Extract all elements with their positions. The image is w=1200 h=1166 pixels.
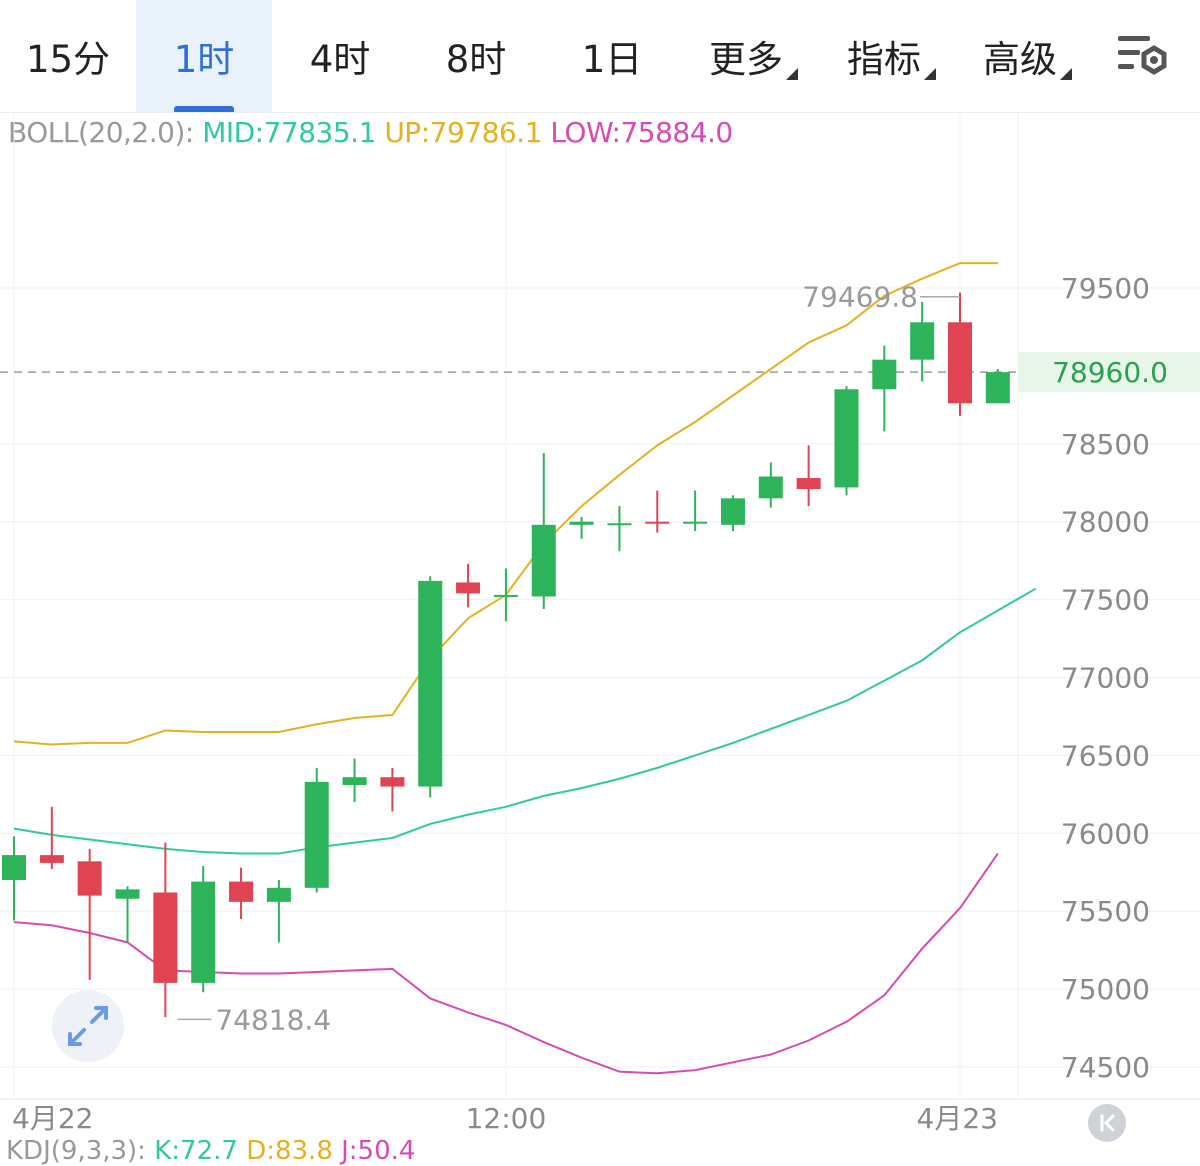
candle-body — [229, 881, 254, 902]
y-tick-label: 76000 — [1061, 817, 1150, 850]
tab-bar-divider — [0, 112, 1200, 113]
tab-4hour[interactable]: 4时 — [272, 0, 408, 112]
candle-body — [304, 781, 329, 888]
current-price-badge — [1018, 352, 1200, 393]
kdj-j-value: J:50.4 — [341, 1136, 416, 1166]
candle-body — [493, 594, 518, 597]
tab-8hour[interactable]: 8时 — [408, 0, 544, 112]
candle-body — [456, 582, 481, 594]
active-tab-indicator — [174, 106, 234, 112]
candle-body — [948, 322, 972, 404]
boll-mid-line — [13, 587, 1037, 855]
candle-body — [985, 372, 1010, 404]
boll-name: BOLL(20,2.0): — [8, 116, 194, 149]
y-tick-label: 78000 — [1061, 506, 1150, 539]
x-tick-label: 12:00 — [466, 1102, 547, 1135]
tab-advanced-dropdown[interactable]: 高级 — [970, 0, 1072, 112]
tab-15min[interactable]: 15分 — [0, 0, 136, 112]
tab-label: 高级 — [983, 38, 1057, 81]
y-tick-label: 78500 — [1061, 428, 1150, 461]
y-tick-label: 79500 — [1061, 272, 1150, 305]
chart-settings-button[interactable] — [1112, 30, 1172, 86]
tab-label: 1时 — [173, 38, 235, 81]
tab-label: 15分 — [25, 38, 111, 81]
y-tick-label: 75500 — [1061, 895, 1150, 928]
candle-body — [758, 476, 783, 499]
kdj-k-value: K:72.7 — [154, 1136, 238, 1166]
tab-label: 4时 — [309, 38, 371, 81]
dropdown-triangle-icon — [786, 68, 798, 80]
y-tick-label: 76500 — [1061, 739, 1150, 772]
y-tick-label: 77000 — [1061, 662, 1150, 695]
candle-body — [191, 881, 216, 983]
chevron-left-bar-icon — [1100, 1114, 1115, 1132]
chart-settings-icon — [1118, 36, 1167, 75]
dropdown-triangle-icon — [1060, 68, 1072, 80]
boll-legend[interactable]: BOLL(20,2.0): MID:77835.1 UP:79786.1 LOW… — [8, 116, 733, 149]
tab-label: 指标 — [847, 38, 921, 81]
candle-body — [645, 521, 670, 524]
candle-body — [380, 777, 405, 787]
low-marker-label: 74818.4 — [215, 1003, 331, 1036]
boll-low-line — [13, 852, 999, 1075]
tab-more-dropdown[interactable]: 更多 — [696, 0, 798, 112]
tab-label: 8时 — [445, 38, 507, 81]
current-price-label: 78960.0 — [1052, 356, 1168, 389]
tab-indicators-dropdown[interactable]: 指标 — [834, 0, 936, 112]
candle-body — [418, 580, 443, 787]
candle-body — [39, 855, 64, 863]
candle-body — [115, 889, 140, 899]
candle-body — [872, 359, 897, 390]
tab-label: 1日 — [581, 38, 643, 81]
candle-body — [531, 524, 556, 597]
dropdown-triangle-icon — [924, 68, 936, 80]
candle-body — [342, 777, 367, 786]
boll-mid-value: MID:77835.1 — [202, 116, 376, 149]
candle-body — [834, 389, 859, 488]
expand-chart-button[interactable] — [52, 990, 124, 1062]
tab-1hour[interactable]: 1时 — [136, 0, 272, 112]
candle-body — [796, 478, 821, 489]
tab-label: 更多 — [709, 38, 783, 81]
candle-body — [153, 892, 178, 983]
candle-body — [683, 521, 708, 524]
y-tick-label: 74500 — [1061, 1051, 1150, 1084]
boll-up-value: UP:79786.1 — [384, 116, 542, 149]
candle-body — [569, 521, 594, 525]
candle-body — [607, 523, 632, 526]
scroll-to-start-button[interactable] — [1088, 1104, 1126, 1142]
x-tick-label: 4月23 — [917, 1102, 998, 1135]
tab-1day[interactable]: 1日 — [544, 0, 680, 112]
candle-body — [77, 861, 102, 896]
candle-body — [910, 322, 935, 360]
kdj-legend[interactable]: KDJ(9,3,3): K:72.7 D:83.8 J:50.4 — [6, 1136, 415, 1166]
kdj-d-value: D:83.8 — [246, 1136, 333, 1166]
candle-body — [720, 498, 745, 525]
high-marker-label: 79469.8 — [802, 281, 918, 314]
x-tick-label: 4月22 — [12, 1102, 93, 1135]
candle-body — [2, 855, 26, 881]
candle-body — [266, 887, 291, 902]
boll-low-value: LOW:75884.0 — [550, 116, 733, 149]
kdj-name: KDJ(9,3,3): — [6, 1136, 146, 1166]
expand-arrows-icon — [68, 1006, 108, 1046]
y-tick-label: 77500 — [1061, 584, 1150, 617]
period-tab-bar: 15分 1时 4时 8时 1日 更多 指标 高级 — [0, 0, 1200, 112]
y-tick-label: 75000 — [1061, 973, 1150, 1006]
